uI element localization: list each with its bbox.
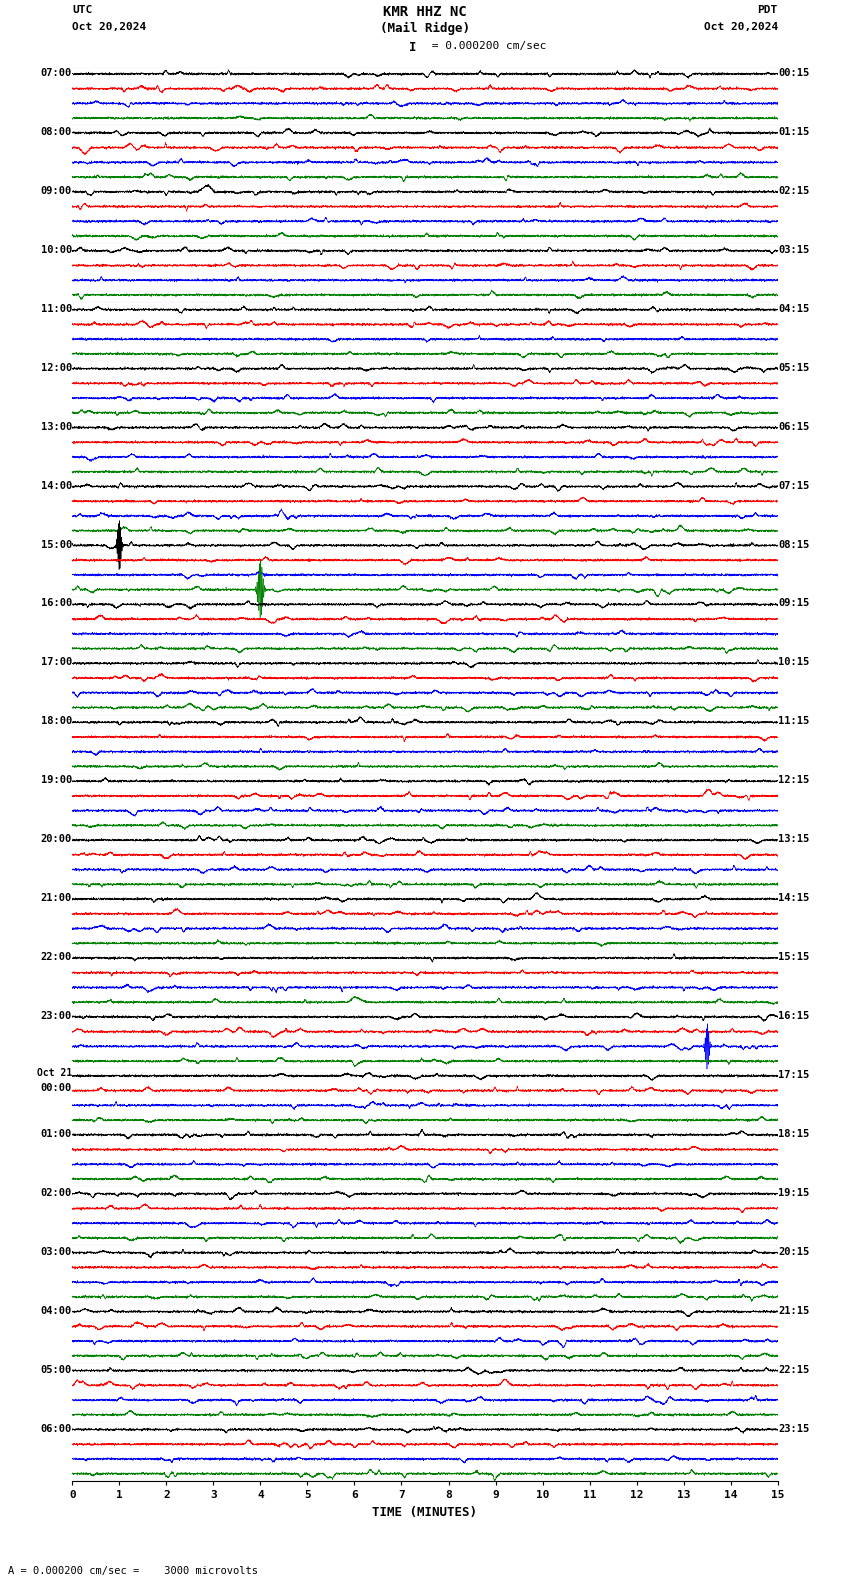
Text: 15:00: 15:00 bbox=[41, 540, 72, 550]
Text: 18:15: 18:15 bbox=[778, 1129, 809, 1139]
Text: 19:00: 19:00 bbox=[41, 775, 72, 786]
Text: 05:15: 05:15 bbox=[778, 363, 809, 372]
Text: 02:15: 02:15 bbox=[778, 185, 809, 196]
Text: 14:15: 14:15 bbox=[778, 893, 809, 903]
Text: Oct 20,2024: Oct 20,2024 bbox=[704, 22, 778, 32]
Text: 21:15: 21:15 bbox=[778, 1305, 809, 1316]
Text: 17:00: 17:00 bbox=[41, 657, 72, 667]
Text: 10:00: 10:00 bbox=[41, 246, 72, 255]
Text: 17:15: 17:15 bbox=[778, 1069, 809, 1080]
Text: 18:00: 18:00 bbox=[41, 716, 72, 727]
Text: (Mail Ridge): (Mail Ridge) bbox=[380, 22, 470, 35]
Text: 20:00: 20:00 bbox=[41, 835, 72, 844]
Text: 12:15: 12:15 bbox=[778, 775, 809, 786]
Text: 23:15: 23:15 bbox=[778, 1424, 809, 1434]
Text: I: I bbox=[409, 41, 416, 54]
Text: 03:15: 03:15 bbox=[778, 246, 809, 255]
Text: 11:15: 11:15 bbox=[778, 716, 809, 727]
Text: PDT: PDT bbox=[757, 5, 778, 14]
Text: 06:15: 06:15 bbox=[778, 421, 809, 431]
Text: 10:15: 10:15 bbox=[778, 657, 809, 667]
Text: 07:15: 07:15 bbox=[778, 480, 809, 491]
Text: 06:00: 06:00 bbox=[41, 1424, 72, 1434]
Text: 04:00: 04:00 bbox=[41, 1305, 72, 1316]
Text: 02:00: 02:00 bbox=[41, 1188, 72, 1198]
Text: 12:00: 12:00 bbox=[41, 363, 72, 372]
Text: 07:00: 07:00 bbox=[41, 68, 72, 78]
Text: 01:00: 01:00 bbox=[41, 1129, 72, 1139]
Text: 09:00: 09:00 bbox=[41, 185, 72, 196]
Text: 05:00: 05:00 bbox=[41, 1365, 72, 1375]
Text: Oct 20,2024: Oct 20,2024 bbox=[72, 22, 146, 32]
Text: 14:00: 14:00 bbox=[41, 480, 72, 491]
Text: 19:15: 19:15 bbox=[778, 1188, 809, 1198]
Text: 21:00: 21:00 bbox=[41, 893, 72, 903]
Text: KMR HHZ NC: KMR HHZ NC bbox=[383, 5, 467, 19]
Text: UTC: UTC bbox=[72, 5, 93, 14]
Text: 22:00: 22:00 bbox=[41, 952, 72, 961]
Text: 16:15: 16:15 bbox=[778, 1011, 809, 1022]
Text: 11:00: 11:00 bbox=[41, 304, 72, 314]
Text: 13:00: 13:00 bbox=[41, 421, 72, 431]
Text: 22:15: 22:15 bbox=[778, 1365, 809, 1375]
Text: 00:00: 00:00 bbox=[41, 1083, 72, 1093]
Text: 01:15: 01:15 bbox=[778, 127, 809, 136]
Text: Oct 21: Oct 21 bbox=[37, 1069, 72, 1079]
Text: 04:15: 04:15 bbox=[778, 304, 809, 314]
X-axis label: TIME (MINUTES): TIME (MINUTES) bbox=[372, 1506, 478, 1519]
Text: 00:15: 00:15 bbox=[778, 68, 809, 78]
Text: 23:00: 23:00 bbox=[41, 1011, 72, 1022]
Text: A = 0.000200 cm/sec =    3000 microvolts: A = 0.000200 cm/sec = 3000 microvolts bbox=[8, 1567, 258, 1576]
Text: 20:15: 20:15 bbox=[778, 1247, 809, 1256]
Text: 09:15: 09:15 bbox=[778, 599, 809, 608]
Text: 03:00: 03:00 bbox=[41, 1247, 72, 1256]
Text: 08:00: 08:00 bbox=[41, 127, 72, 136]
Text: 13:15: 13:15 bbox=[778, 835, 809, 844]
Text: = 0.000200 cm/sec: = 0.000200 cm/sec bbox=[425, 41, 547, 51]
Text: 15:15: 15:15 bbox=[778, 952, 809, 961]
Text: 08:15: 08:15 bbox=[778, 540, 809, 550]
Text: 16:00: 16:00 bbox=[41, 599, 72, 608]
